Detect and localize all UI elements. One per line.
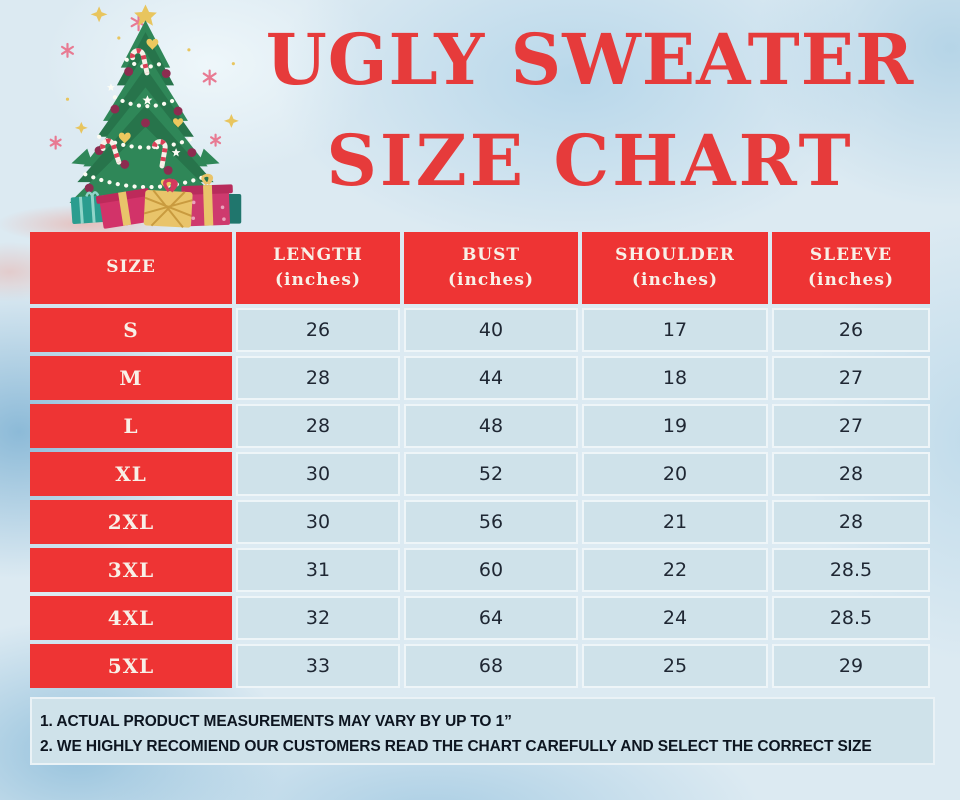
cell-s-sleeve: 26 [772,308,930,352]
white-star-icons [106,83,181,157]
column-header-unit: (inches) [274,270,361,290]
tree-foliage [69,20,222,212]
column-header-bust: BUST (inches) [404,232,578,304]
row-size-label-xl: XL [30,452,232,496]
column-header-unit: (inches) [447,270,534,290]
cell-5xl-sleeve: 29 [772,644,930,688]
cell-m-bust: 44 [404,356,578,400]
cell-3xl-bust: 60 [404,548,578,592]
column-header-length: LENGTH (inches) [236,232,400,304]
cell-2xl-sleeve: 28 [772,500,930,544]
cell-m-shoulder: 18 [582,356,768,400]
cell-5xl-length: 33 [236,644,400,688]
cell-l-sleeve: 27 [772,404,930,448]
column-header-sleeve: SLEEVE (inches) [772,232,930,304]
notes-box: 1. ACTUAL PRODUCT MEASUREMENTS MAY VARY … [30,697,935,765]
cell-4xl-length: 32 [236,596,400,640]
cell-3xl-shoulder: 22 [582,548,768,592]
title-line-2: SIZE CHART [326,119,854,203]
cell-2xl-shoulder: 21 [582,500,768,544]
page-title: UGLY SWEATER SIZE CHART [250,24,930,197]
column-header-shoulder: SHOULDER (inches) [582,232,768,304]
ornament-balls [84,38,209,195]
column-header-label: LENGTH [273,244,363,265]
column-header-size: SIZE [30,232,232,304]
cell-s-bust: 40 [404,308,578,352]
cell-xl-sleeve: 28 [772,452,930,496]
row-size-label-2xl: 2XL [30,500,232,544]
cell-l-shoulder: 19 [582,404,768,448]
cell-5xl-bust: 68 [404,644,578,688]
gift-boxes-icon [70,173,242,229]
column-header-label: SLEEVE [809,244,893,265]
column-header-label: BUST [461,244,521,265]
row-size-label-l: L [30,404,232,448]
cell-xl-length: 30 [236,452,400,496]
cell-4xl-bust: 64 [404,596,578,640]
cell-xl-shoulder: 20 [582,452,768,496]
candy-cane-icons [100,48,168,169]
column-header-label: SIZE [106,257,156,278]
cell-5xl-shoulder: 25 [582,644,768,688]
column-header-label: SHOULDER [615,244,735,265]
cell-s-shoulder: 17 [582,308,768,352]
column-header-unit: (inches) [807,270,894,290]
cell-m-sleeve: 27 [772,356,930,400]
cell-l-bust: 48 [404,404,578,448]
title-line-1: UGLY SWEATER [265,18,915,101]
row-size-label-m: M [30,356,232,400]
christmas-tree-icon [49,4,242,229]
cell-2xl-length: 30 [236,500,400,544]
tree-star-icon [134,4,157,26]
row-size-label-3xl: 3XL [30,548,232,592]
row-size-label-s: S [30,308,232,352]
note-line-2: 2. WE HIGHLY RECOMIEND OUR CUSTOMERS REA… [40,738,872,755]
cell-4xl-sleeve: 28.5 [772,596,930,640]
sparkle-icons [49,6,239,150]
cell-xl-bust: 52 [404,452,578,496]
row-size-label-4xl: 4XL [30,596,232,640]
cell-s-length: 26 [236,308,400,352]
cell-4xl-shoulder: 24 [582,596,768,640]
cell-m-length: 28 [236,356,400,400]
cell-2xl-bust: 56 [404,500,578,544]
cell-3xl-sleeve: 28.5 [772,548,930,592]
note-line-1: 1. ACTUAL PRODUCT MEASUREMENTS MAY VARY … [40,713,512,730]
column-header-unit: (inches) [631,270,718,290]
row-size-label-5xl: 5XL [30,644,232,688]
size-chart-table: SIZE LENGTH (inches) BUST (inches) SHOUL… [30,232,930,688]
cell-l-length: 28 [236,404,400,448]
cell-3xl-length: 31 [236,548,400,592]
